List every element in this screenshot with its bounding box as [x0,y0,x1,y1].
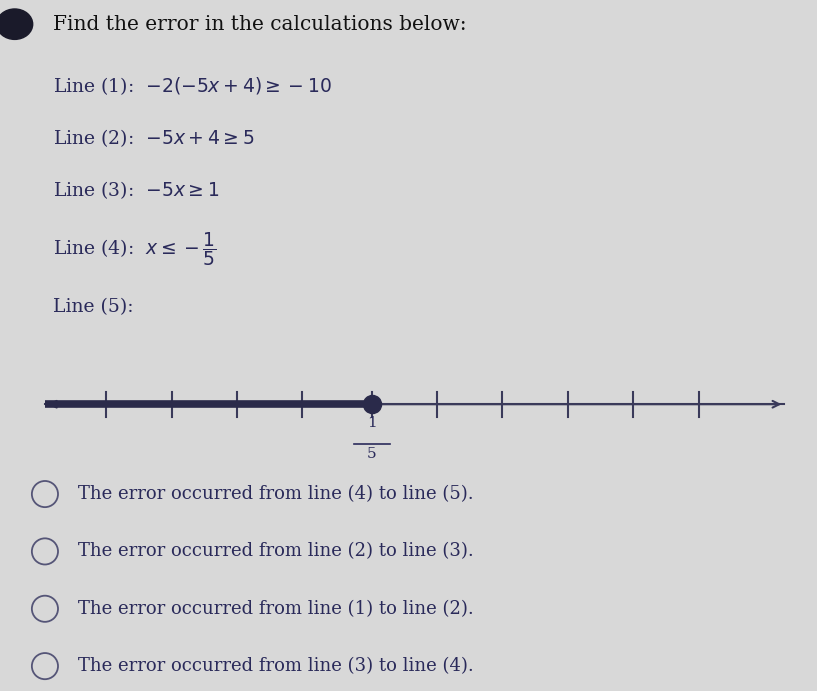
Circle shape [0,9,33,39]
Text: Line (1):  $-2(-5x + 4) \geq -10$: Line (1): $-2(-5x + 4) \geq -10$ [53,75,332,97]
Text: Find the error in the calculations below:: Find the error in the calculations below… [53,15,467,34]
Text: Line (2):  $-5x + 4 \geq 5$: Line (2): $-5x + 4 \geq 5$ [53,127,254,149]
Text: 1: 1 [367,417,377,430]
Text: The error occurred from line (2) to line (3).: The error occurred from line (2) to line… [78,542,473,560]
Text: 5: 5 [367,447,377,461]
Text: Line (3):  $-5x \geq 1$: Line (3): $-5x \geq 1$ [53,179,219,201]
Text: The error occurred from line (1) to line (2).: The error occurred from line (1) to line… [78,600,473,618]
Text: The error occurred from line (4) to line (5).: The error occurred from line (4) to line… [78,485,473,503]
Text: The error occurred from line (3) to line (4).: The error occurred from line (3) to line… [78,657,473,675]
Text: Line (5):: Line (5): [53,299,134,316]
Text: Line (4):  $x \leq -\dfrac{1}{5}$: Line (4): $x \leq -\dfrac{1}{5}$ [53,230,217,267]
